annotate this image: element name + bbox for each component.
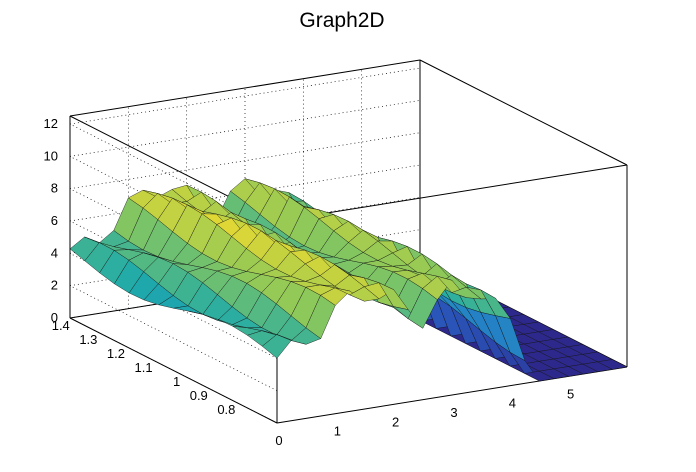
x-tick-label: 5 (567, 386, 574, 401)
box-edge (276, 164, 628, 222)
x-tick-label: 0 (275, 433, 282, 448)
z-tick-label: 6 (51, 213, 58, 228)
y-tick-label: 1.2 (107, 346, 125, 361)
y-tick-label: 0.9 (190, 388, 208, 403)
box-edge (69, 59, 421, 117)
surface-mesh (69, 178, 628, 382)
y-tick-label: 1.3 (79, 332, 97, 347)
z-tick-label: 0 (51, 310, 58, 325)
z-tick-label: 4 (51, 245, 58, 260)
grid-line-z (69, 100, 421, 157)
z-tick-label: 10 (44, 148, 58, 163)
x-tick-label: 2 (392, 414, 399, 429)
x-tick-label: 3 (450, 405, 457, 420)
y-tick-label: 1.4 (52, 318, 70, 333)
box-edge (419, 59, 628, 166)
chart-title: Graph2D (299, 9, 384, 32)
y-tick-label: 1.1 (135, 360, 153, 375)
x-tick-label: 1 (334, 424, 341, 439)
z-tick-label: 12 (44, 116, 58, 131)
z-tick-label: 2 (51, 278, 58, 293)
grid-line-z (69, 317, 278, 424)
grid-line-z (69, 67, 421, 125)
surface-patch (596, 359, 628, 370)
grid-line-z (69, 285, 278, 391)
z-tick-label: 8 (51, 181, 58, 196)
x-tick-label: 4 (509, 396, 516, 411)
grid-line-z (69, 123, 278, 230)
y-tick-label: 1 (173, 374, 180, 389)
y-tick-label: 0.8 (217, 402, 235, 417)
